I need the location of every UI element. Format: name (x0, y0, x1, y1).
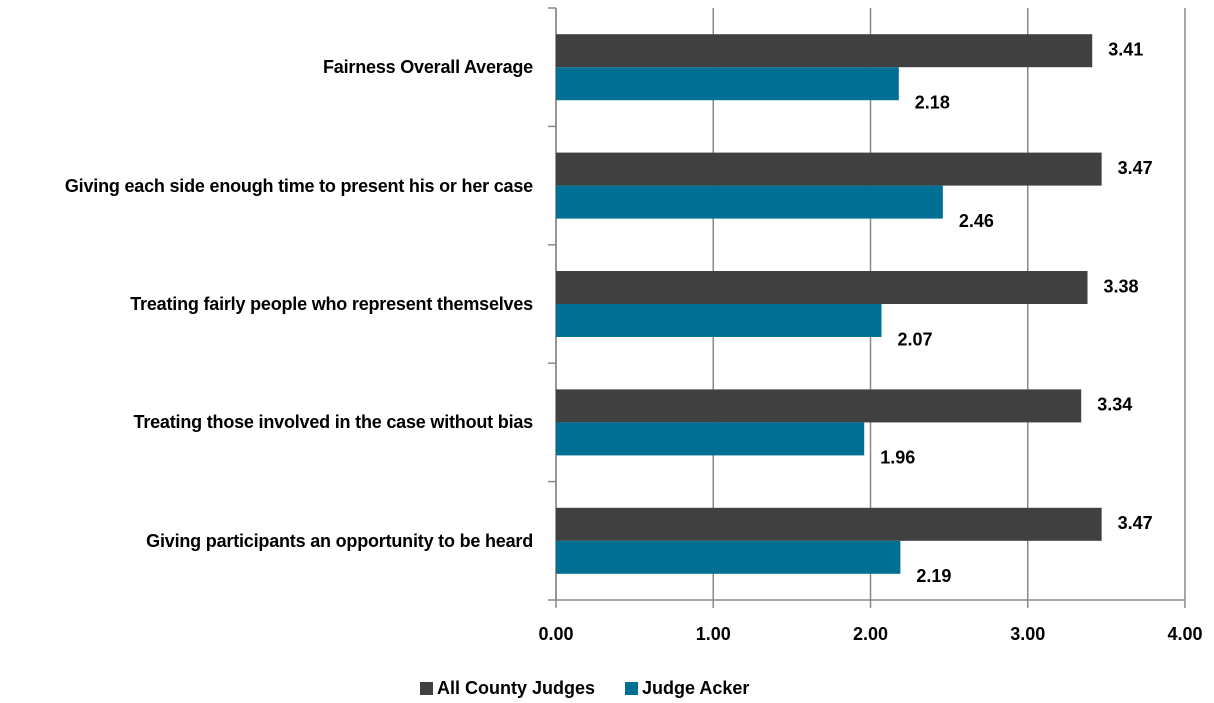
bar (556, 507, 1102, 541)
legend-label: Judge Acker (642, 678, 749, 698)
y-tick-label: Treating fairly people who represent the… (130, 294, 533, 314)
x-tick-label: 3.00 (1010, 624, 1045, 644)
data-label: 3.34 (1097, 395, 1132, 415)
data-label: 3.41 (1108, 39, 1143, 59)
y-tick-label: Fairness Overall Average (323, 57, 533, 78)
y-tick-label: Giving participants an opportunity to be… (146, 530, 533, 551)
bar (556, 34, 1093, 68)
bar (556, 389, 1082, 423)
x-tick-label: 0.00 (538, 624, 573, 644)
x-tick-label: 4.00 (1167, 624, 1202, 644)
data-label: 2.18 (915, 92, 950, 112)
data-label: 2.46 (959, 211, 994, 231)
legend-label: All County Judges (437, 678, 595, 698)
bar (556, 152, 1102, 186)
bar (556, 185, 943, 219)
y-tick-label: Treating those involved in the case with… (133, 412, 534, 433)
legend-swatch (420, 682, 433, 695)
data-label: 3.47 (1118, 513, 1153, 533)
y-tick-label: Giving each side enough time to present … (64, 175, 533, 196)
bar (556, 271, 1088, 304)
bar (556, 422, 865, 456)
data-label: 1.96 (880, 448, 915, 468)
data-label: 3.47 (1118, 158, 1153, 178)
x-tick-label: 2.00 (853, 624, 888, 644)
x-tick-label: 1.00 (696, 624, 731, 644)
data-label: 2.07 (898, 329, 933, 349)
data-label: 2.19 (916, 566, 951, 586)
bar (556, 540, 901, 574)
legend-swatch (625, 682, 639, 695)
bar (556, 304, 882, 337)
data-label: 3.38 (1104, 276, 1139, 296)
bar (556, 67, 899, 101)
